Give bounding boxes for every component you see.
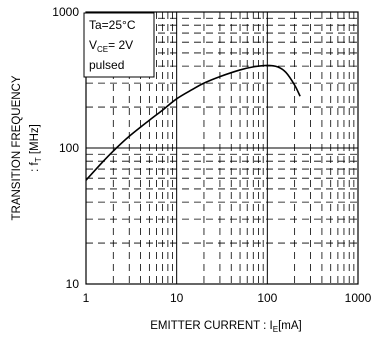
plot-frame	[85, 11, 359, 285]
conditions-box: Ta=25°C VCE= 2V pulsed	[83, 12, 155, 78]
y-tick-label: 100	[59, 141, 79, 155]
x-axis-label-unit: [mA]	[278, 320, 302, 332]
x-tick-label: 10	[170, 291, 184, 305]
y-tick-label: 10	[66, 277, 80, 291]
y-tick-labels: 10 100 1000	[52, 5, 79, 291]
annotation-vce: VCE= 2V	[89, 38, 133, 54]
x-tick-label: 1	[83, 291, 90, 305]
y-axis-label-line2: : fT [MHz]	[29, 124, 43, 172]
grid	[86, 12, 358, 284]
y-axis-label-line1: TRANSITION FREQUENCY	[11, 75, 23, 220]
series-line	[85, 64, 301, 181]
annotation-vce-rest: = 2V	[108, 38, 133, 52]
annotation-pulsed: pulsed	[89, 58, 124, 72]
x-axis-label: EMITTER CURRENT : IE[mA]	[150, 320, 301, 334]
x-tick-label: 100	[257, 291, 277, 305]
x-tick-label: 1000	[345, 291, 372, 305]
annotation-vce-sub: CE	[97, 45, 108, 54]
y-axis-label-main: : f	[29, 161, 41, 171]
y-axis-label-sub: T	[34, 157, 43, 162]
x-axis-label-sub: E	[273, 325, 278, 334]
annotation-temperature: Ta=25°C	[89, 18, 136, 32]
y-tick-label: 1000	[52, 5, 79, 19]
annotation-vce-main: V	[89, 38, 97, 52]
x-axis-label-main: EMITTER CURRENT : I	[150, 320, 272, 332]
y-axis-label-unit: [MHz]	[29, 124, 41, 157]
x-tick-labels: 1 10 100 1000	[83, 291, 372, 305]
